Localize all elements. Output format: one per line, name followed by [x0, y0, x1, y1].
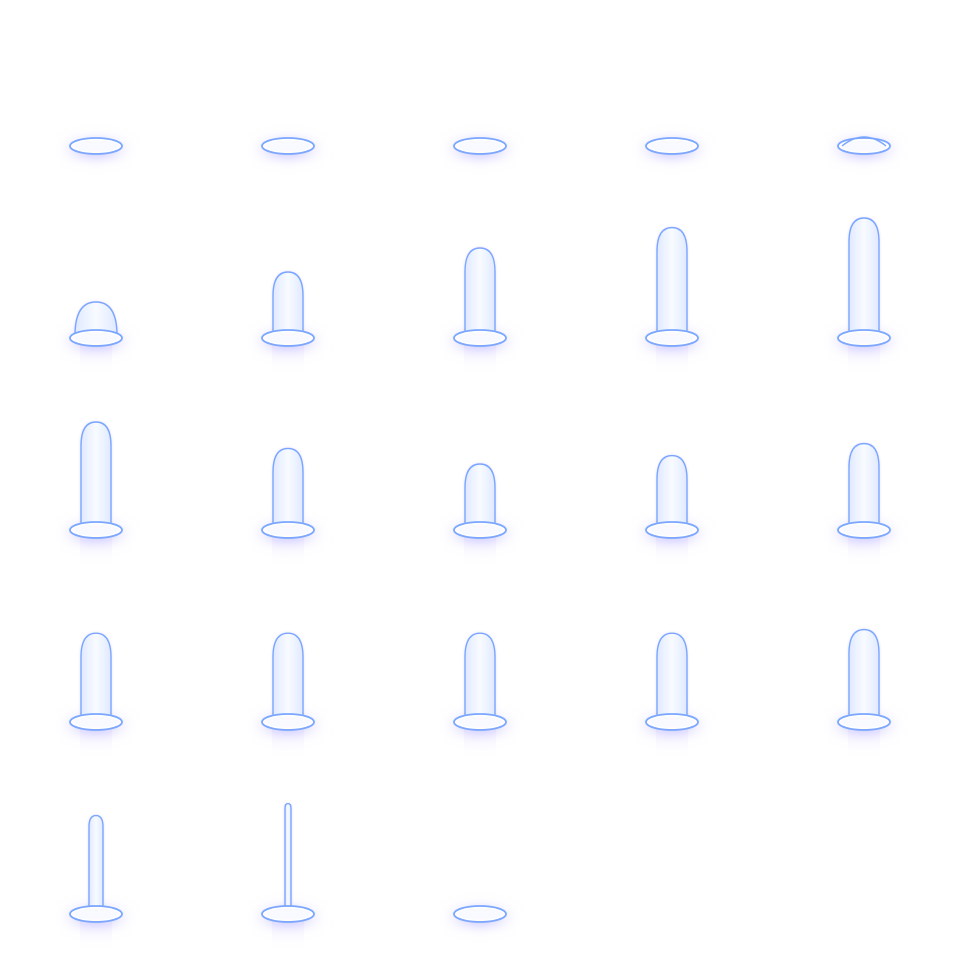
- sprite-frame: [56, 814, 136, 954]
- portal-ring-core: [842, 332, 886, 344]
- sprite-frame: [440, 135, 520, 163]
- portal-ring-core: [842, 524, 886, 536]
- portal-ring-core: [266, 908, 310, 920]
- energy-beam: [656, 226, 688, 339]
- sprite-frame: [632, 632, 712, 762]
- portal-ring-core: [842, 716, 886, 728]
- portal-ring-core: [266, 332, 310, 344]
- portal-ring-core: [650, 140, 694, 152]
- sprite-frame: [440, 632, 520, 762]
- energy-beam: [80, 421, 112, 531]
- portal-ring-core: [842, 140, 886, 152]
- sprite-frame: [632, 226, 712, 378]
- energy-beam: [848, 442, 880, 531]
- sprite-frame: [824, 442, 904, 570]
- energy-beam: [272, 632, 304, 723]
- sprite-frame: [632, 454, 712, 570]
- portal-ring-core: [74, 332, 118, 344]
- energy-beam: [656, 632, 688, 723]
- sprite-frame: [824, 135, 904, 163]
- portal-ring-core: [74, 524, 118, 536]
- portal-ring-core: [458, 524, 502, 536]
- sprite-frame: [440, 463, 520, 570]
- energy-beam: [88, 814, 104, 915]
- sprite-frame: [632, 135, 712, 163]
- portal-ring-core: [458, 908, 502, 920]
- sprite-frame: [56, 135, 136, 163]
- portal-ring-core: [266, 716, 310, 728]
- sprite-frame: [248, 447, 328, 570]
- sprite-frame: [440, 247, 520, 378]
- energy-beam: [464, 632, 496, 723]
- portal-ring-core: [650, 332, 694, 344]
- sprite-frame: [56, 421, 136, 570]
- energy-beam: [848, 217, 880, 339]
- portal-ring-core: [458, 716, 502, 728]
- sprite-frame: [824, 628, 904, 762]
- sprite-frame: [248, 802, 328, 954]
- portal-ring-core: [74, 716, 118, 728]
- portal-ring-core: [650, 716, 694, 728]
- sprite-frame: [824, 217, 904, 378]
- portal-ring-core: [266, 524, 310, 536]
- portal-ring-core: [266, 140, 310, 152]
- energy-beam: [464, 463, 496, 531]
- portal-ring-core: [650, 524, 694, 536]
- sprite-frame: [440, 903, 520, 931]
- portal-ring-core: [458, 332, 502, 344]
- energy-beam: [284, 802, 292, 915]
- energy-beam: [848, 628, 880, 723]
- energy-beam: [74, 301, 118, 339]
- sprite-frame: [248, 632, 328, 762]
- energy-beam: [656, 454, 688, 531]
- portal-ring-core: [458, 140, 502, 152]
- energy-beam: [464, 247, 496, 339]
- portal-dome: [841, 136, 887, 147]
- sprite-frame: [56, 301, 136, 378]
- energy-beam: [272, 447, 304, 531]
- portal-ring-core: [74, 140, 118, 152]
- portal-ring-core: [74, 908, 118, 920]
- energy-beam: [272, 271, 304, 339]
- sprite-frame: [56, 632, 136, 762]
- sprite-frame: [248, 271, 328, 378]
- sprite-frame: [248, 135, 328, 163]
- energy-beam: [80, 632, 112, 723]
